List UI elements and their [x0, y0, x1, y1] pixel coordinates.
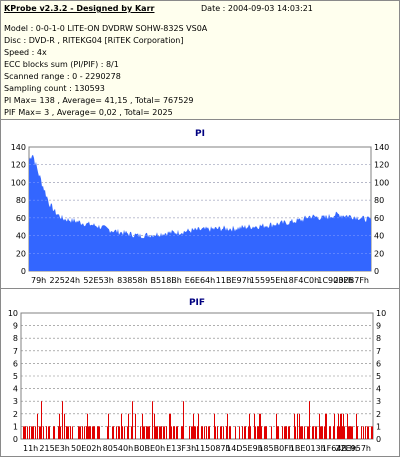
y-tick-label-left: 6	[13, 359, 18, 368]
y-tick-label-left: 2	[13, 410, 18, 419]
y-tick-label-right: 0	[376, 435, 381, 444]
x-tick-label: E6E64h	[185, 276, 215, 285]
x-tick-label: 11BE97h	[216, 276, 252, 285]
x-tick-label: 1F64B3h	[322, 444, 358, 453]
sampling-count: Sampling count : 130593	[4, 84, 105, 93]
x-tick-label: 185B0Fh	[258, 444, 294, 453]
y-tick-label-left: 7	[13, 347, 18, 356]
scan-speed: Speed : 4x	[4, 48, 47, 57]
y-tick-label-left: 1	[13, 422, 18, 431]
y-tick-label-right: 20	[374, 249, 384, 258]
y-tick-label-left: 0	[21, 267, 26, 276]
app-title: KProbe v2.3.2 - Designed by Karr	[4, 4, 155, 13]
scanned-range: Scanned range : 0 - 2290278	[4, 72, 121, 81]
x-tick-label: 11h	[23, 444, 38, 453]
y-tick-label-left: 60	[16, 214, 26, 223]
y-tick-label-right: 100	[374, 178, 389, 187]
y-tick-label-right: 7	[376, 347, 381, 356]
drive-model: Model : 0-0-1-0 LITE-ON DVDRW SOHW-832S …	[4, 24, 208, 33]
y-tick-label-right: 40	[374, 232, 384, 241]
y-tick-label-right: 80	[374, 196, 384, 205]
x-tick-label: 15595Eh	[250, 276, 286, 285]
pi-chart: PI 0 0 20 20 40 40 60 60 80 80 100 100 120 120 140 140 79…	[11, 129, 390, 285]
pif-stats: PIF Max= 3 , Average= 0,02 , Total= 2025	[4, 108, 173, 117]
y-tick-label-left: 10	[8, 309, 18, 318]
y-tick-label-left: 80	[16, 196, 26, 205]
y-tick-label-right: 60	[374, 214, 384, 223]
x-tick-label: 1C903Fh	[317, 276, 353, 285]
chart-title: PIF	[189, 298, 205, 308]
y-tick-label-left: 4	[13, 385, 18, 394]
y-tick-label-left: 20	[16, 249, 26, 258]
y-tick-label-right: 3	[376, 397, 381, 406]
y-tick-label-right: 10	[376, 309, 386, 318]
x-tick-label: 22524h	[50, 276, 81, 285]
x-tick-label: B518Bh	[151, 276, 182, 285]
x-tick-label: 22E957h	[335, 444, 371, 453]
chart-title: PI	[195, 129, 205, 139]
y-tick-label-left: 3	[13, 397, 18, 406]
pi-area-series	[29, 154, 371, 271]
y-tick-label-left: 140	[11, 143, 26, 152]
x-tick-label: 1BE013h	[290, 444, 326, 453]
pif-bar-series	[23, 401, 373, 439]
y-tick-label-right: 9	[376, 322, 381, 331]
panel-divider	[1, 288, 399, 289]
y-tick-label-left: 0	[13, 435, 18, 444]
y-tick-label-left: 5	[13, 372, 18, 381]
y-tick-label-left: 9	[13, 322, 18, 331]
x-tick-label: E13F3h	[166, 444, 196, 453]
y-tick-label-right: 1	[376, 422, 381, 431]
ecc-sum: ECC blocks sum (PI/PIF) : 8/1	[4, 60, 119, 69]
x-tick-label: 80540h	[103, 444, 134, 453]
x-tick-label: 50E02h	[71, 444, 101, 453]
y-tick-label-right: 0	[374, 267, 379, 276]
y-tick-label-right: 5	[376, 372, 381, 381]
y-tick-label-left: 8	[13, 334, 18, 343]
pif-chart: PIF 0 0 1 1 2 2 3 3 4 4 5 5 6 6 7 7 8 8 9 9 10 10 11h 215E3h 50E0…	[8, 298, 386, 453]
scan-date: Date : 2004-09-03 14:03:21	[201, 4, 313, 13]
pi-stats: PI Max= 138 , Average= 41,15 , Total= 76…	[4, 96, 194, 105]
x-tick-label: 215E3h	[39, 444, 69, 453]
y-tick-label-right: 140	[374, 143, 389, 152]
x-tick-label: 79h	[31, 276, 46, 285]
pi-chart-panel: PI 0 0 20 20 40 40 60 60 80 80 100 100 120 120 140 140 79…	[1, 120, 399, 288]
y-tick-label-left: 100	[11, 178, 26, 187]
y-tick-label-right: 2	[376, 410, 381, 419]
x-tick-label: 202B7Fh	[333, 276, 369, 285]
disc-info: Disc : DVD-R , RITEKG04 [RiTEK Corporati…	[4, 36, 184, 45]
y-tick-label-right: 4	[376, 385, 381, 394]
x-tick-label: 83858h	[117, 276, 148, 285]
info-panel: KProbe v2.3.2 - Designed by Karr Date : …	[1, 1, 399, 120]
x-tick-label: B0BE0h	[134, 444, 165, 453]
y-tick-label-left: 40	[16, 232, 26, 241]
x-tick-label: 14D5E9h	[226, 444, 263, 453]
y-tick-label-right: 120	[374, 161, 389, 170]
x-tick-label: 115087h	[195, 444, 231, 453]
pif-chart-panel: PIF 0 0 1 1 2 2 3 3 4 4 5 5 6 6 7 7 8 8 9 9 10 10 11h 215E3h 50E0…	[1, 289, 399, 456]
x-tick-label: 18F4C0h	[284, 276, 320, 285]
y-tick-label-right: 6	[376, 359, 381, 368]
x-tick-label: 52E53h	[83, 276, 113, 285]
y-tick-label-right: 8	[376, 334, 381, 343]
y-tick-label-left: 120	[11, 161, 26, 170]
